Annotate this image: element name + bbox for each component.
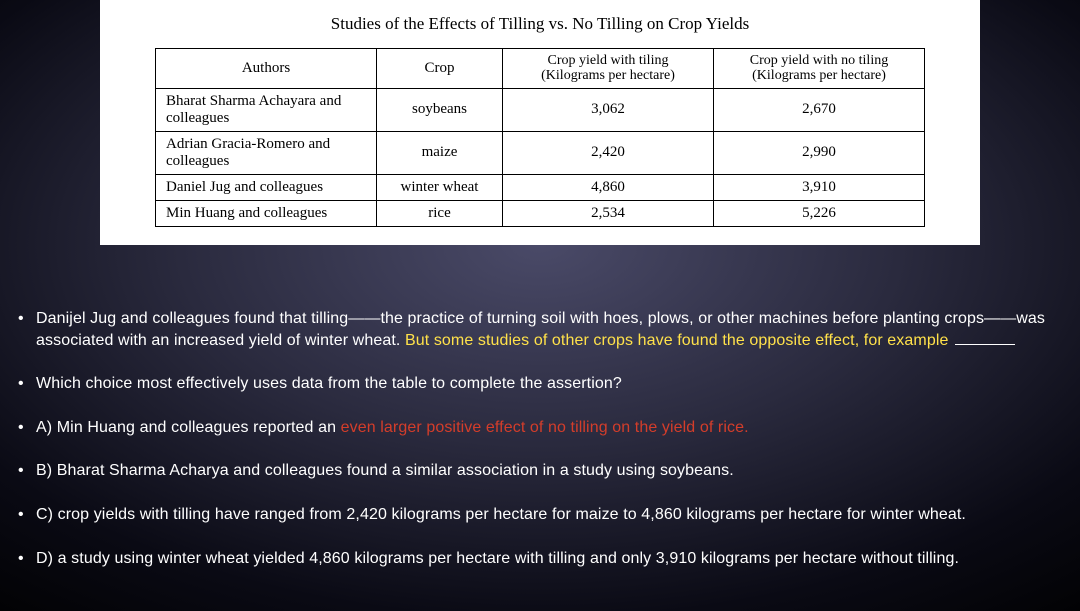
- slide-stage: Studies of the Effects of Tilling vs. No…: [0, 0, 1080, 611]
- yield-table: Authors Crop Crop yield with tiling (Kil…: [155, 48, 925, 227]
- cell-notill: 2,670: [714, 88, 925, 131]
- choice-a: A) Min Huang and colleagues reported an …: [28, 417, 1062, 439]
- choice-c: C) crop yields with tilling have ranged …: [28, 504, 1062, 526]
- col-yield-till: Crop yield with tiling (Kilograms per he…: [503, 49, 714, 89]
- table-row: Adrian Gracia-Romero and colleagues maiz…: [156, 131, 925, 174]
- col-authors: Authors: [156, 49, 377, 89]
- choice-a-prefix: A) Min Huang and colleagues reported an: [36, 419, 341, 436]
- cell-notill: 3,910: [714, 174, 925, 200]
- cell-till: 4,860: [503, 174, 714, 200]
- cell-authors: Bharat Sharma Achayara and colleagues: [156, 88, 377, 131]
- col-yield-notill-unit: (Kilograms per hectare): [724, 68, 914, 83]
- table-row: Daniel Jug and colleagues winter wheat 4…: [156, 174, 925, 200]
- cell-authors: Min Huang and colleagues: [156, 200, 377, 226]
- question-list: Danijel Jug and colleagues found that ti…: [0, 308, 1080, 591]
- cell-crop: rice: [377, 200, 503, 226]
- table-header-row: Authors Crop Crop yield with tiling (Kil…: [156, 49, 925, 89]
- cell-notill: 2,990: [714, 131, 925, 174]
- question-prompt: Which choice most effectively uses data …: [28, 373, 1062, 395]
- col-yield-till-label: Crop yield with tiling: [513, 53, 703, 68]
- cell-till: 3,062: [503, 88, 714, 131]
- choice-b: B) Bharat Sharma Acharya and colleagues …: [28, 460, 1062, 482]
- col-yield-till-unit: (Kilograms per hectare): [513, 68, 703, 83]
- col-crop: Crop: [377, 49, 503, 89]
- table-row: Bharat Sharma Achayara and colleagues so…: [156, 88, 925, 131]
- col-yield-notill: Crop yield with no tiling (Kilograms per…: [714, 49, 925, 89]
- paper-panel: Studies of the Effects of Tilling vs. No…: [100, 0, 980, 245]
- table-title: Studies of the Effects of Tilling vs. No…: [130, 14, 950, 34]
- cell-authors: Daniel Jug and colleagues: [156, 174, 377, 200]
- col-yield-notill-label: Crop yield with no tiling: [724, 53, 914, 68]
- table-row: Min Huang and colleagues rice 2,534 5,22…: [156, 200, 925, 226]
- choice-d: D) a study using winter wheat yielded 4,…: [28, 548, 1062, 570]
- cell-authors: Adrian Gracia-Romero and colleagues: [156, 131, 377, 174]
- cell-till: 2,534: [503, 200, 714, 226]
- cell-crop: maize: [377, 131, 503, 174]
- blank-line: [955, 344, 1015, 345]
- cell-till: 2,420: [503, 131, 714, 174]
- cell-crop: soybeans: [377, 88, 503, 131]
- question-stem: Danijel Jug and colleagues found that ti…: [28, 308, 1062, 351]
- cell-notill: 5,226: [714, 200, 925, 226]
- choice-a-highlight: even larger positive effect of no tillin…: [341, 419, 749, 436]
- stem-highlight: But some studies of other crops have fou…: [405, 332, 953, 349]
- cell-crop: winter wheat: [377, 174, 503, 200]
